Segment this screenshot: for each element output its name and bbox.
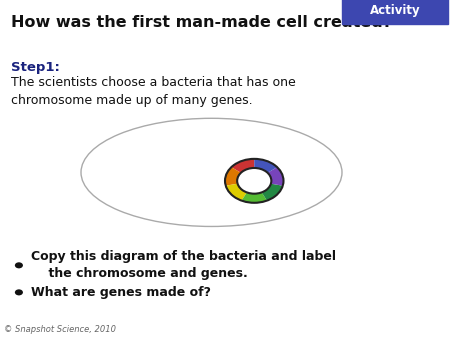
Circle shape — [15, 262, 23, 268]
Text: What are genes made of?: What are genes made of? — [31, 286, 211, 299]
Circle shape — [15, 289, 23, 295]
Text: How was the first man-made cell created?: How was the first man-made cell created? — [11, 15, 392, 30]
Wedge shape — [268, 167, 284, 186]
Wedge shape — [242, 192, 267, 203]
Ellipse shape — [81, 118, 342, 226]
Text: Activity: Activity — [369, 4, 420, 18]
Wedge shape — [254, 159, 277, 173]
Text: © Snapshot Science, 2010: © Snapshot Science, 2010 — [4, 325, 117, 334]
Circle shape — [237, 168, 271, 194]
FancyBboxPatch shape — [342, 0, 448, 24]
Wedge shape — [261, 184, 283, 201]
Wedge shape — [225, 167, 241, 186]
Wedge shape — [226, 184, 247, 201]
Text: Copy this diagram of the bacteria and label
    the chromosome and genes.: Copy this diagram of the bacteria and la… — [31, 250, 336, 280]
Wedge shape — [231, 159, 254, 173]
Text: Step1:: Step1: — [11, 61, 60, 74]
Text: The scientists choose a bacteria that has one
chromosome made up of many genes.: The scientists choose a bacteria that ha… — [11, 76, 296, 107]
